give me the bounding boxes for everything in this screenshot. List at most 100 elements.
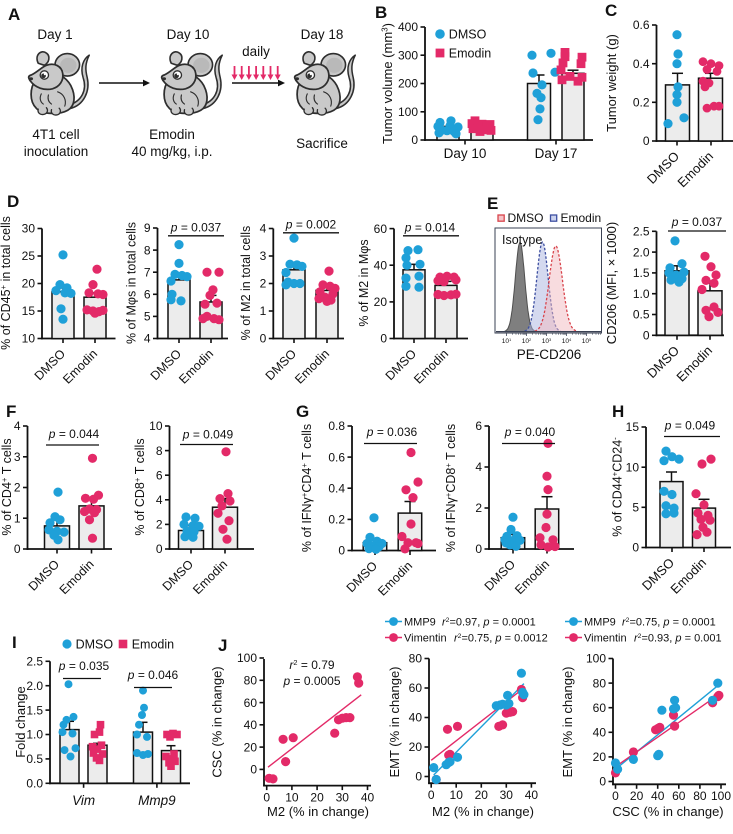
svg-text:0: 0 — [380, 332, 387, 346]
svg-text:102: 102 — [522, 337, 532, 345]
svg-text:2: 2 — [156, 518, 163, 532]
svg-text:20: 20 — [630, 789, 644, 803]
svg-text:Isotype: Isotype — [502, 233, 542, 247]
svg-text:Vim: Vim — [72, 793, 95, 808]
svg-text:40: 40 — [593, 726, 607, 740]
svg-text:2.5: 2.5 — [633, 225, 650, 239]
svg-text:4: 4 — [260, 222, 267, 236]
svg-text:60: 60 — [672, 789, 686, 803]
svg-text:80: 80 — [693, 789, 707, 803]
svg-text:Day 18: Day 18 — [301, 27, 344, 42]
svg-text:100: 100 — [398, 105, 418, 119]
svg-text:r2=0.93, p = 0.001: r2=0.93, p = 0.001 — [634, 633, 722, 645]
svg-text:15: 15 — [22, 304, 36, 318]
svg-text:40: 40 — [374, 258, 388, 272]
svg-text:400: 400 — [398, 20, 418, 34]
svg-text:0.6: 0.6 — [328, 450, 345, 464]
svg-text:80: 80 — [593, 676, 607, 690]
svg-text:M2 (% in change): M2 (% in change) — [432, 804, 534, 819]
svg-text:% of CD4+ T cells: % of CD4+ T cells — [0, 438, 14, 535]
svg-text:% of M2 in total cells: % of M2 in total cells — [239, 226, 253, 341]
svg-text:p = 0.046: p = 0.046 — [127, 668, 179, 682]
svg-text:CSC (% in change): CSC (% in change) — [612, 804, 723, 819]
svg-text:30: 30 — [336, 791, 350, 805]
svg-text:p = 0.037: p = 0.037 — [671, 215, 723, 229]
svg-text:1.5: 1.5 — [26, 703, 43, 717]
svg-text:0: 0 — [415, 770, 422, 784]
svg-text:J: J — [218, 636, 227, 655]
svg-text:p = 0.036: p = 0.036 — [366, 425, 418, 439]
svg-text:CD206 (MFI, × 1000): CD206 (MFI, × 1000) — [604, 222, 619, 344]
svg-text:80: 80 — [409, 652, 423, 666]
svg-text:80: 80 — [244, 674, 258, 688]
svg-text:Fold change: Fold change — [13, 686, 28, 758]
svg-text:7: 7 — [144, 265, 151, 279]
svg-text:DMSO: DMSO — [508, 211, 544, 225]
svg-text:10: 10 — [149, 419, 163, 433]
svg-text:200: 200 — [398, 77, 418, 91]
svg-text:r2=0.97, p = 0.0001: r2=0.97, p = 0.0001 — [442, 617, 536, 629]
svg-text:p = 0.0005: p = 0.0005 — [282, 674, 340, 688]
svg-text:40: 40 — [651, 789, 665, 803]
svg-text:100: 100 — [586, 652, 606, 666]
svg-text:% of IFNγ+CD8+ T cells: % of IFNγ+CD8+ T cells — [444, 424, 458, 552]
svg-text:C: C — [605, 1, 617, 20]
svg-text:0.2: 0.2 — [633, 96, 650, 110]
svg-text:10: 10 — [626, 460, 640, 474]
svg-text:8: 8 — [156, 444, 163, 458]
svg-text:0: 0 — [411, 133, 418, 147]
svg-text:1.0: 1.0 — [26, 728, 43, 742]
svg-text:6: 6 — [144, 288, 151, 302]
svg-text:Emodin: Emodin — [132, 637, 174, 651]
svg-text:104: 104 — [562, 337, 572, 345]
svg-text:0.4: 0.4 — [633, 57, 650, 71]
svg-text:Tumor volume (mm3): Tumor volume (mm3) — [380, 23, 395, 144]
svg-text:inoculation: inoculation — [24, 144, 89, 159]
svg-text:G: G — [296, 402, 309, 421]
svg-text:D: D — [7, 192, 19, 211]
svg-text:0: 0 — [428, 788, 435, 802]
svg-text:20: 20 — [593, 750, 607, 764]
svg-text:4: 4 — [156, 493, 163, 507]
svg-text:9: 9 — [144, 221, 151, 235]
svg-text:B: B — [375, 3, 387, 22]
svg-text:20: 20 — [244, 740, 258, 754]
svg-text:Emodin: Emodin — [149, 127, 195, 142]
svg-text:0.4: 0.4 — [328, 481, 345, 495]
svg-text:r2 = 0.79: r2 = 0.79 — [289, 658, 334, 672]
svg-text:103: 103 — [542, 337, 552, 345]
svg-text:4: 4 — [475, 460, 482, 474]
svg-text:Vimentin: Vimentin — [404, 633, 447, 645]
svg-text:20: 20 — [409, 740, 423, 754]
svg-text:3: 3 — [260, 249, 267, 263]
svg-text:0: 0 — [156, 542, 163, 556]
svg-text:0.2: 0.2 — [328, 513, 345, 527]
svg-text:I: I — [12, 633, 17, 652]
svg-text:0.0: 0.0 — [26, 777, 43, 791]
svg-text:0.5: 0.5 — [633, 308, 650, 322]
svg-text:300: 300 — [398, 49, 418, 63]
svg-text:0: 0 — [263, 791, 270, 805]
svg-text:20: 20 — [475, 788, 489, 802]
svg-text:M2 (% in change): M2 (% in change) — [267, 804, 369, 819]
svg-text:0: 0 — [260, 332, 267, 346]
svg-text:40 mg/kg, i.p.: 40 mg/kg, i.p. — [131, 144, 212, 159]
svg-text:MMP9: MMP9 — [584, 617, 616, 629]
svg-text:30: 30 — [22, 222, 36, 236]
svg-text:p = 0.035: p = 0.035 — [58, 659, 110, 673]
svg-text:4T1 cell: 4T1 cell — [32, 127, 79, 142]
svg-text:0: 0 — [632, 541, 639, 555]
svg-text:20: 20 — [310, 791, 324, 805]
svg-text:20: 20 — [374, 295, 388, 309]
svg-text:2.0: 2.0 — [26, 679, 43, 693]
svg-text:Day 10: Day 10 — [444, 146, 487, 161]
svg-text:40: 40 — [409, 711, 423, 725]
svg-text:15: 15 — [626, 420, 640, 434]
svg-text:% of CD45+ in total cells: % of CD45+ in total cells — [0, 216, 13, 350]
svg-text:r2=0.75, p = 0.0001: r2=0.75, p = 0.0001 — [622, 617, 716, 629]
svg-text:40: 40 — [361, 791, 375, 805]
svg-text:p = 0.049: p = 0.049 — [664, 419, 716, 433]
svg-text:100: 100 — [711, 789, 731, 803]
svg-text:101: 101 — [502, 337, 512, 345]
svg-text:2: 2 — [14, 481, 21, 495]
